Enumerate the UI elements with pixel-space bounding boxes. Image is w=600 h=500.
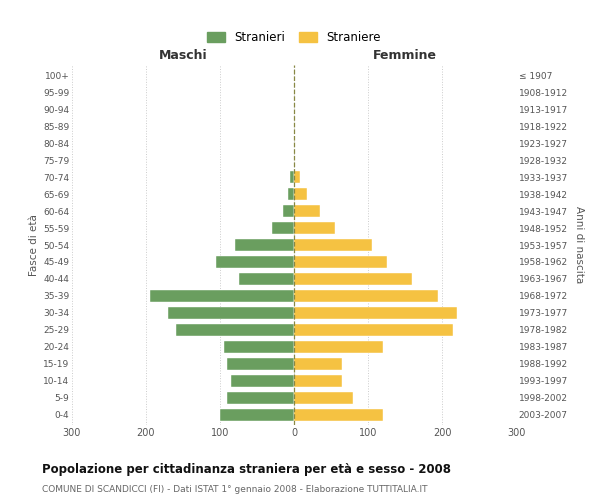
- Bar: [294, 222, 335, 234]
- Bar: [294, 341, 383, 353]
- Bar: [283, 205, 294, 217]
- Legend: Stranieri, Straniere: Stranieri, Straniere: [203, 28, 385, 48]
- Bar: [294, 392, 353, 404]
- Bar: [227, 392, 294, 404]
- Bar: [294, 307, 457, 319]
- Bar: [235, 239, 294, 251]
- Text: COMUNE DI SCANDICCI (FI) - Dati ISTAT 1° gennaio 2008 - Elaborazione TUTTITALIA.: COMUNE DI SCANDICCI (FI) - Dati ISTAT 1°…: [42, 485, 427, 494]
- Bar: [220, 408, 294, 421]
- Bar: [294, 324, 453, 336]
- Bar: [294, 239, 372, 251]
- Text: Popolazione per cittadinanza straniera per età e sesso - 2008: Popolazione per cittadinanza straniera p…: [42, 462, 451, 475]
- Bar: [168, 307, 294, 319]
- Bar: [294, 374, 342, 387]
- Bar: [294, 408, 383, 421]
- Bar: [294, 273, 412, 285]
- Bar: [176, 324, 294, 336]
- Bar: [272, 222, 294, 234]
- Y-axis label: Anni di nascita: Anni di nascita: [574, 206, 584, 284]
- Text: Maschi: Maschi: [158, 48, 208, 62]
- Bar: [290, 171, 294, 183]
- Bar: [288, 188, 294, 200]
- Bar: [294, 171, 300, 183]
- Bar: [224, 341, 294, 353]
- Bar: [150, 290, 294, 302]
- Bar: [294, 290, 438, 302]
- Y-axis label: Fasce di età: Fasce di età: [29, 214, 39, 276]
- Bar: [294, 188, 307, 200]
- Bar: [294, 205, 320, 217]
- Bar: [216, 256, 294, 268]
- Bar: [294, 358, 342, 370]
- Bar: [227, 358, 294, 370]
- Bar: [239, 273, 294, 285]
- Bar: [294, 256, 386, 268]
- Bar: [231, 374, 294, 387]
- Text: Femmine: Femmine: [373, 48, 437, 62]
